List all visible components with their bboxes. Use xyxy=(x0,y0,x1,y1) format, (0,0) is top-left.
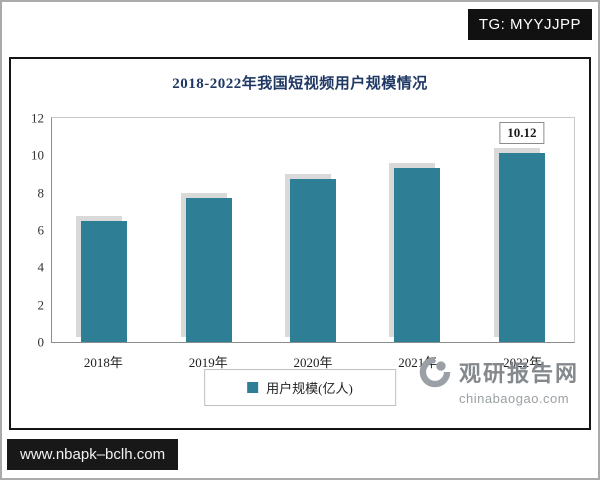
data-label: 10.12 xyxy=(499,122,545,145)
watermark-logo-icon xyxy=(418,355,452,389)
plot-area: 0 2 4 6 8 10 12 10.12 xyxy=(31,112,575,349)
watermark-brand: 观研报告网 xyxy=(458,361,579,386)
bar-fill xyxy=(185,197,232,342)
bar-fill xyxy=(290,179,337,342)
watermark: 观研报告网 chinabaogao.com xyxy=(418,355,579,406)
y-tick-label: 6 xyxy=(37,222,45,238)
chart-frame: 2018-2022年我国短视频用户规模情况 0 2 4 6 8 10 12 10.12 201… xyxy=(9,57,591,430)
y-tick-label: 8 xyxy=(37,185,45,201)
plot-region: 0 2 4 6 8 10 12 10.12 2018年 2019年 2020年 2021年 2022年 xyxy=(31,112,575,370)
bar-slot xyxy=(365,118,469,342)
legend-swatch xyxy=(247,382,259,393)
watermark-row: 观研报告网 xyxy=(418,355,579,389)
bar-slot xyxy=(156,118,260,342)
y-tick-label: 10 xyxy=(31,147,44,163)
bar-2022年 xyxy=(493,148,545,342)
x-tick-label: 2022年 xyxy=(503,355,543,370)
y-tick-label: 2 xyxy=(37,297,45,313)
y-tick-label: 0 xyxy=(37,334,45,350)
bar-slot xyxy=(261,118,365,342)
watermark-domain: chinabaogao.com xyxy=(458,391,570,406)
bar-fill xyxy=(498,153,545,342)
chart-title: 2018-2022年我国短视频用户规模情况 xyxy=(172,76,428,92)
bar-slot xyxy=(52,118,156,342)
bar-2020年 xyxy=(285,174,337,342)
legend: 用户规模(亿人) xyxy=(204,369,396,406)
bar-2019年 xyxy=(180,192,232,342)
bar-slot: 10.12 xyxy=(470,118,574,342)
tg-badge: TG: MYYJJPP xyxy=(467,9,592,40)
x-tick-label: 2018年 xyxy=(83,355,123,370)
legend-label: 用户规模(亿人) xyxy=(266,381,353,396)
bar-2021年 xyxy=(389,162,441,342)
bar-2018年 xyxy=(76,216,128,342)
x-tick-label: 2020年 xyxy=(293,355,333,370)
bar-fill xyxy=(394,167,441,342)
x-tick-label: 2019年 xyxy=(188,355,228,370)
y-tick-label: 4 xyxy=(37,259,45,275)
bar-fill xyxy=(81,221,128,342)
site-badge: www.nbapk–bclh.com xyxy=(7,439,179,470)
y-tick-label: 12 xyxy=(31,110,44,126)
